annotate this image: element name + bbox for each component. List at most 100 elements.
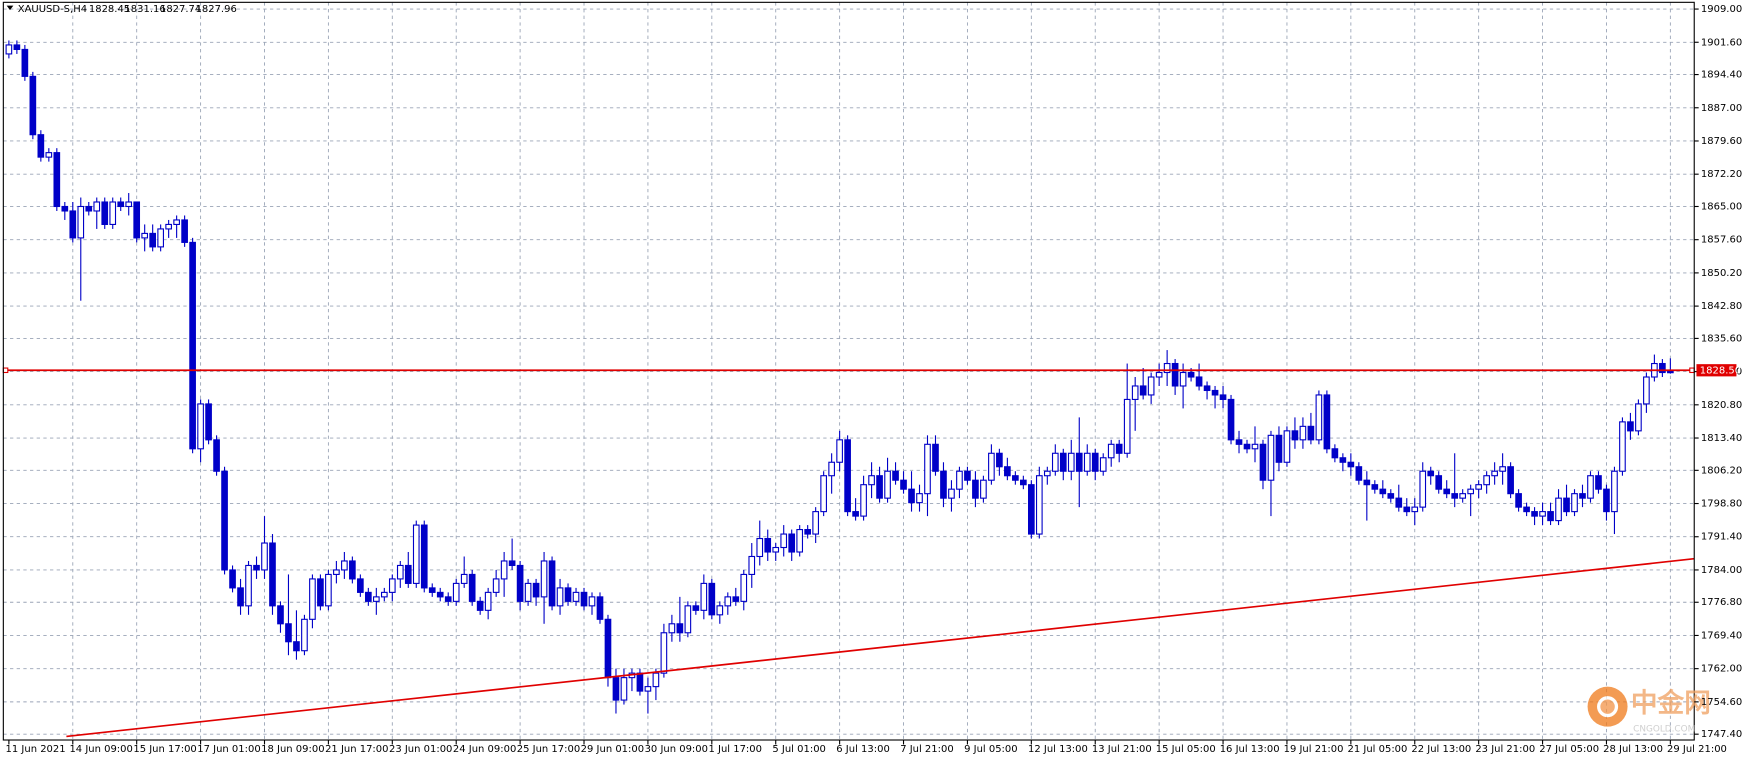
x-tick-label: 21 Jun 17:00 bbox=[325, 744, 388, 755]
candle-body bbox=[197, 403, 204, 450]
candle-body bbox=[852, 511, 859, 517]
level-handle bbox=[1689, 367, 1695, 374]
candle-body bbox=[1547, 511, 1554, 522]
candle-body bbox=[1451, 493, 1459, 499]
candle-body bbox=[540, 560, 548, 598]
candle-body bbox=[1139, 385, 1147, 396]
y-tick-label: 1747.40 bbox=[1701, 729, 1742, 740]
x-tick-label: 23 Jul 21:00 bbox=[1475, 744, 1535, 755]
candle-body bbox=[764, 537, 772, 553]
candle-body bbox=[1067, 452, 1075, 472]
candle-body bbox=[396, 564, 404, 580]
candle-body bbox=[516, 564, 524, 602]
candle-body bbox=[1307, 425, 1315, 441]
y-tick-label: 1850.20 bbox=[1701, 268, 1742, 279]
candle-body bbox=[37, 134, 45, 158]
candle-body bbox=[1131, 385, 1139, 400]
candle-body bbox=[644, 686, 652, 692]
candle-body bbox=[1028, 484, 1035, 535]
x-tick-label: 29 Jun 01:00 bbox=[581, 744, 644, 755]
candle-body bbox=[1163, 362, 1171, 374]
y-tick-label: 1798.80 bbox=[1701, 499, 1742, 510]
candle-body bbox=[1091, 452, 1099, 472]
candle-body bbox=[1107, 443, 1115, 459]
candle-body bbox=[125, 201, 133, 208]
candle-body bbox=[1539, 511, 1546, 517]
y-tick-label: 1865.00 bbox=[1701, 201, 1742, 212]
candle-body bbox=[285, 623, 292, 643]
candle-body bbox=[788, 533, 796, 553]
candle-body bbox=[732, 596, 740, 602]
y-tick-label: 1820.80 bbox=[1701, 400, 1742, 411]
candle-body bbox=[748, 555, 756, 575]
candle-body bbox=[245, 564, 252, 607]
candle-body bbox=[1515, 493, 1522, 508]
candle-body bbox=[436, 591, 444, 598]
candle-body bbox=[357, 578, 364, 593]
candle-body bbox=[556, 587, 564, 607]
candle-body bbox=[1595, 475, 1602, 490]
candle-body bbox=[1211, 389, 1219, 396]
candle-body bbox=[1267, 434, 1275, 481]
candle-body bbox=[532, 582, 540, 598]
ohlc-open: 1828.45 bbox=[89, 4, 130, 15]
candle-body bbox=[1467, 488, 1475, 495]
candle-body bbox=[69, 210, 77, 239]
x-tick-label: 12 Jul 13:00 bbox=[1028, 744, 1088, 755]
candle-body bbox=[1531, 511, 1538, 517]
candle-body bbox=[269, 542, 276, 607]
candle-body bbox=[1563, 497, 1570, 513]
candle-body bbox=[1587, 475, 1594, 499]
candle-body bbox=[93, 201, 101, 212]
candle-body bbox=[772, 546, 780, 553]
watermark-logo-ring bbox=[1597, 696, 1619, 718]
candle-body bbox=[900, 479, 907, 490]
candle-body bbox=[1611, 470, 1618, 513]
watermark-logo bbox=[1587, 686, 1628, 727]
y-tick-label: 1872.20 bbox=[1701, 169, 1742, 180]
candle-body bbox=[109, 201, 117, 225]
candle-body bbox=[229, 569, 236, 589]
y-tick-label: 1784.00 bbox=[1701, 565, 1742, 576]
candle-body bbox=[317, 578, 324, 607]
candle-body bbox=[412, 524, 420, 584]
y-tick-label: 1901.60 bbox=[1701, 37, 1742, 48]
candle-body bbox=[165, 223, 172, 230]
x-tick-label: 28 Jul 13:00 bbox=[1603, 744, 1663, 755]
candle-body bbox=[692, 605, 700, 611]
candle-body bbox=[45, 152, 53, 158]
candle-body bbox=[1435, 475, 1443, 490]
candle-body bbox=[836, 439, 843, 463]
candle-body bbox=[1179, 371, 1187, 387]
candle-body bbox=[716, 605, 724, 616]
candle-body bbox=[1315, 394, 1323, 441]
candle-body bbox=[676, 623, 684, 634]
candle-body bbox=[1099, 457, 1107, 472]
level-label-box bbox=[1696, 364, 1737, 377]
x-tick-label: 27 Jul 05:00 bbox=[1539, 744, 1599, 755]
y-tick-label: 1813.40 bbox=[1701, 433, 1742, 444]
candle-body bbox=[213, 439, 220, 472]
marks bbox=[2, 40, 1695, 738]
x-tick-label: 24 Jun 09:00 bbox=[453, 744, 516, 755]
candle-body bbox=[588, 596, 596, 607]
candle-body bbox=[309, 578, 316, 620]
candle-body bbox=[1171, 362, 1179, 387]
candle-body bbox=[908, 488, 915, 504]
candle-body bbox=[372, 596, 380, 602]
candle-body bbox=[261, 542, 268, 571]
candle-body bbox=[13, 44, 21, 50]
x-tick-label: 11 Jun 2021 bbox=[6, 744, 66, 755]
candle-body bbox=[1291, 430, 1299, 441]
x-tick-label: 23 Jun 01:00 bbox=[389, 744, 452, 755]
grid bbox=[3, 2, 1695, 741]
menu-arrow[interactable] bbox=[6, 5, 14, 11]
y-tick-label: 1842.80 bbox=[1701, 301, 1742, 312]
y-tick-label: 1754.60 bbox=[1701, 697, 1742, 708]
candle-body bbox=[796, 529, 804, 553]
candle-body bbox=[956, 470, 963, 490]
candle-body bbox=[1619, 421, 1626, 472]
x-tick-label: 1 Jul 17:00 bbox=[708, 744, 762, 755]
candle-body bbox=[404, 564, 412, 584]
